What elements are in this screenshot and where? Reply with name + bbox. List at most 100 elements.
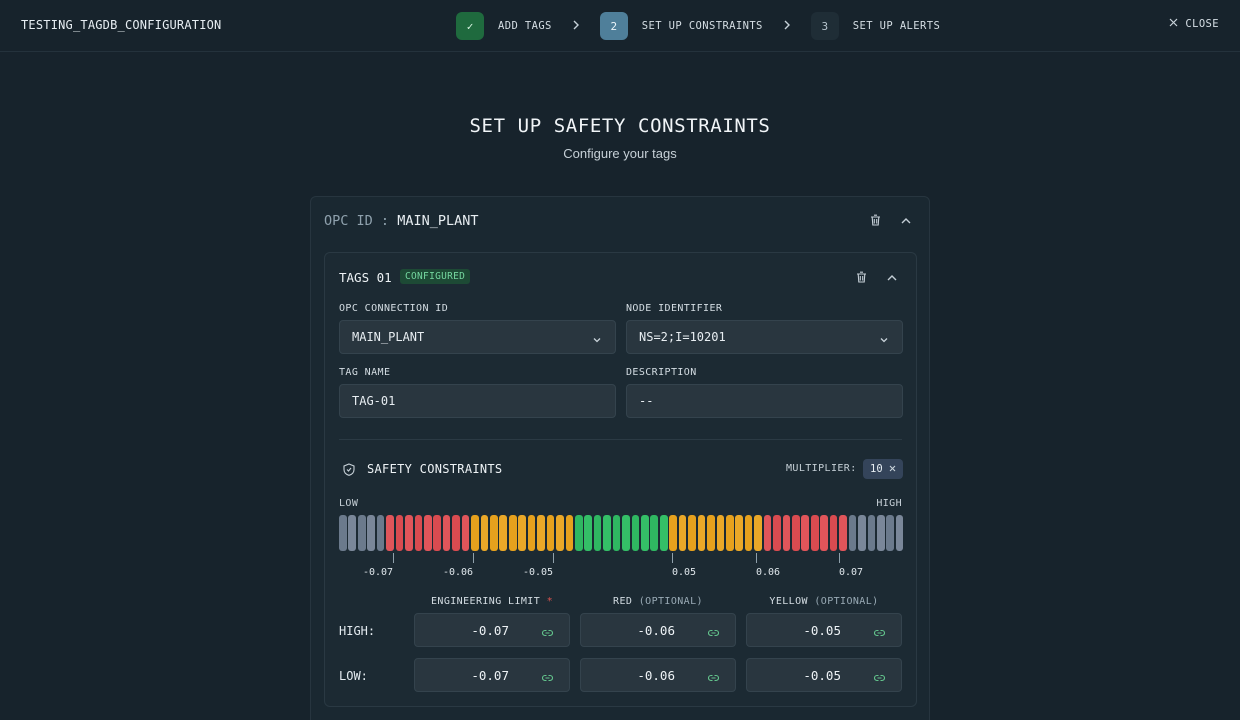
link-icon[interactable] [541, 625, 554, 640]
range-segment-yellow [490, 515, 498, 551]
low-red-input[interactable]: -0.06 [580, 658, 736, 692]
range-segment-red [782, 515, 791, 551]
trash-icon[interactable] [865, 210, 885, 230]
description-label: DESCRIPTION [626, 367, 697, 378]
range-segment-yellow [527, 515, 536, 551]
tag-title: TAGS 01 [339, 270, 392, 285]
stepper: ✓ ADD TAGS 2 SET UP CONSTRAINTS 3 SET UP… [456, 12, 940, 40]
range-segment-red [839, 515, 847, 551]
opc-id-value: MAIN_PLANT [397, 213, 479, 229]
link-icon[interactable] [707, 625, 720, 640]
range-segment-green [650, 515, 659, 551]
range-segment-yellow [480, 515, 489, 551]
tag-name-input[interactable]: TAG-01 [339, 384, 616, 418]
close-label: CLOSE [1185, 18, 1219, 30]
range-segment-yellow [669, 515, 677, 551]
range-segment-yellow [518, 515, 526, 551]
high-red-input[interactable]: -0.06 [580, 613, 736, 647]
chevron-right-icon [572, 19, 580, 34]
link-icon[interactable] [541, 670, 554, 685]
step-3-badge[interactable]: 3 [810, 12, 839, 40]
range-segment-green [593, 515, 602, 551]
opc-card: OPC ID : MAIN_PLANT TAGS 01 CONFIGURED O… [310, 196, 930, 720]
chevron-down-icon [593, 332, 601, 346]
node-identifier-value: NS=2;I=10201 [639, 330, 726, 344]
opc-connection-label: OPC CONNECTION ID [339, 303, 449, 314]
chevron-up-icon[interactable] [882, 267, 902, 287]
range-segment-yellow [754, 515, 762, 551]
range-segment-yellow [556, 515, 564, 551]
close-button[interactable]: CLOSE [1169, 18, 1219, 30]
range-segment-yellow [697, 515, 706, 551]
link-icon[interactable] [707, 670, 720, 685]
range-segment-yellow [537, 515, 545, 551]
range-segment-gray [867, 515, 876, 551]
range-segment-yellow [707, 515, 715, 551]
low-yellow-input[interactable]: -0.05 [746, 658, 902, 692]
opc-header[interactable]: OPC ID : MAIN_PLANT [324, 213, 478, 229]
opc-connection-value: MAIN_PLANT [352, 330, 425, 344]
link-icon[interactable] [873, 625, 886, 640]
range-segment-yellow [471, 515, 479, 551]
tag-name-label: TAG NAME [339, 367, 391, 378]
range-segment-red [763, 515, 772, 551]
close-icon[interactable] [889, 463, 896, 475]
tag-name-value: TAG-01 [352, 394, 396, 408]
step-2-label[interactable]: SET UP CONSTRAINTS [641, 20, 763, 32]
range-segment-yellow [735, 515, 744, 551]
tick-mark [672, 553, 673, 563]
range-segment-gray [348, 515, 357, 551]
high-yellow-input[interactable]: -0.05 [746, 613, 902, 647]
range-segment-gray [339, 515, 347, 551]
opc-connection-select[interactable]: MAIN_PLANT [339, 320, 616, 354]
tick-label: 0.06 [755, 567, 781, 578]
range-segment-gray [858, 515, 866, 551]
range-segment-yellow [678, 515, 687, 551]
range-segment-red [433, 515, 442, 551]
link-icon[interactable] [873, 670, 886, 685]
red-header: RED (OPTIONAL) [613, 596, 703, 607]
opc-id-label: OPC ID [324, 213, 373, 229]
trash-icon[interactable] [851, 267, 871, 287]
range-segment-yellow [499, 515, 508, 551]
tick-mark [393, 553, 394, 563]
step-1-badge[interactable]: ✓ [456, 12, 484, 40]
step-1-label[interactable]: ADD TAGS [498, 20, 552, 32]
range-segment-gray [357, 515, 366, 551]
step-2-badge[interactable]: 2 [599, 12, 628, 40]
node-identifier-select[interactable]: NS=2;I=10201 [626, 320, 903, 354]
tick-mark [473, 553, 474, 563]
range-segment-red [414, 515, 423, 551]
multiplier-chip[interactable]: 10 [863, 459, 903, 479]
range-segment-red [442, 515, 451, 551]
range-segment-gray [367, 515, 375, 551]
tag-card: TAGS 01 CONFIGURED OPC CONNECTION ID MAI… [324, 252, 917, 707]
high-row-label: HIGH: [339, 624, 376, 638]
range-bar [339, 515, 904, 551]
shield-icon [343, 461, 355, 480]
range-segment-green [622, 515, 630, 551]
range-segment-green [574, 515, 583, 551]
range-segment-green [603, 515, 611, 551]
high-engineering-input[interactable]: -0.07 [414, 613, 570, 647]
low-label: LOW [339, 498, 359, 509]
range-segment-yellow [508, 515, 517, 551]
range-segment-red [792, 515, 800, 551]
range-segment-yellow [546, 515, 555, 551]
low-engineering-input[interactable]: -0.07 [414, 658, 570, 692]
node-identifier-label: NODE IDENTIFIER [626, 303, 723, 314]
range-segment-yellow [716, 515, 725, 551]
range-segment-gray [876, 515, 885, 551]
range-segment-yellow [565, 515, 574, 551]
range-segment-green [584, 515, 593, 551]
range-segment-gray [895, 515, 904, 551]
chevron-right-icon [783, 19, 791, 34]
range-segment-green [631, 515, 640, 551]
description-input[interactable]: -- [626, 384, 903, 418]
step-3-label[interactable]: SET UP ALERTS [852, 20, 941, 32]
divider [339, 439, 902, 440]
range-segment-red [820, 515, 828, 551]
tick-mark [756, 553, 757, 563]
range-segment-red [423, 515, 432, 551]
chevron-up-icon[interactable] [896, 210, 916, 230]
